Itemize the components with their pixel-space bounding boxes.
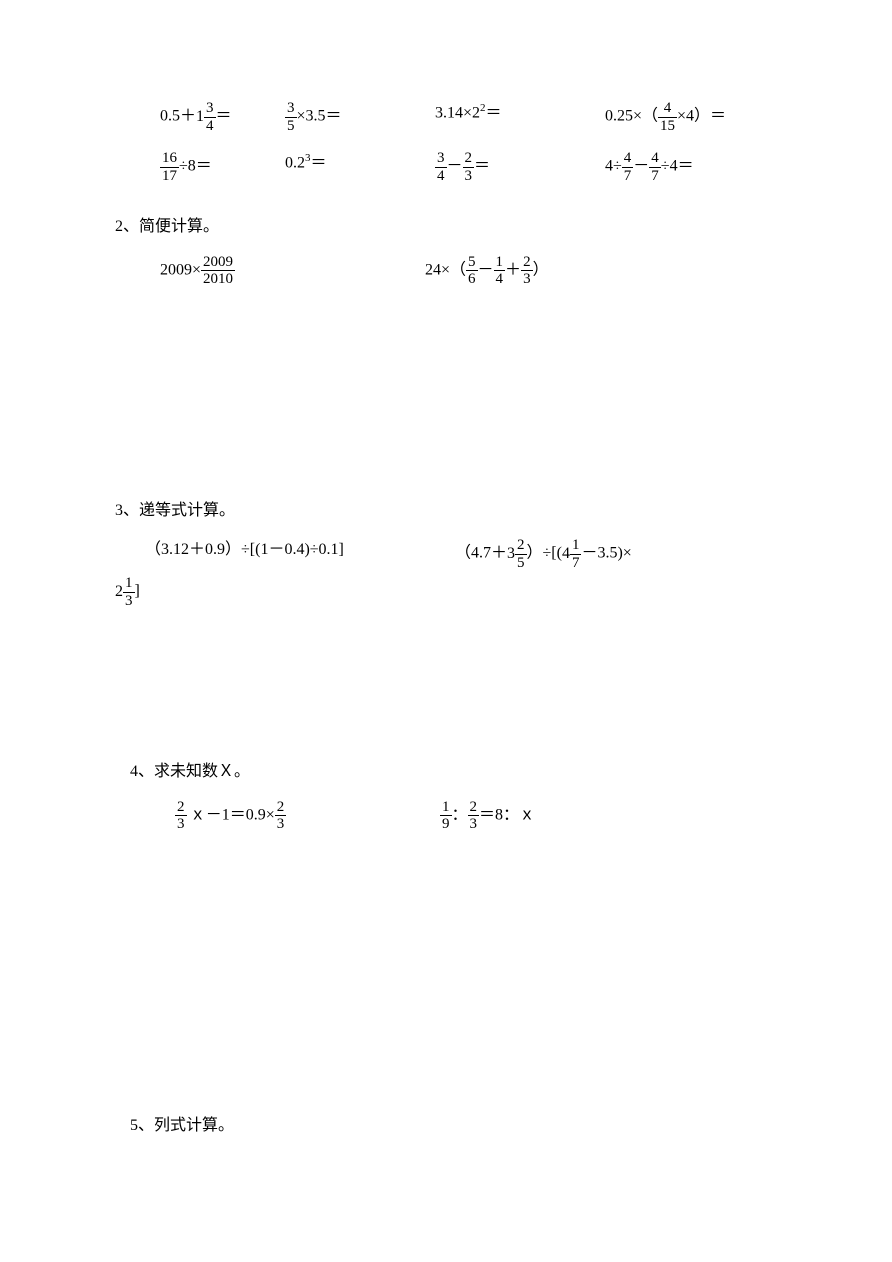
expr-2d: 4÷47－47÷4＝ <box>605 150 694 184</box>
expr-1a: 0.5＋134＝ <box>115 100 285 134</box>
expr-2a: 1617÷8＝ <box>115 150 285 184</box>
expr-s3b: （4.7＋325）÷[(417－3.5)× <box>455 537 632 571</box>
expr-s4b: 19：23＝8：ｘ <box>440 799 777 833</box>
expr-1b: 35×3.5＝ <box>285 100 435 134</box>
expr-s2b: 24×（56－14＋23） <box>425 254 777 288</box>
expr-s2a: 2009×20092010 <box>115 254 425 288</box>
section-2-title: 2、简便计算。 <box>115 214 777 240</box>
expr-s3b-wrap: 213] <box>115 575 777 609</box>
expr-s3a: （3.12＋0.9）÷[(1－0.4)÷0.1] <box>115 537 455 571</box>
expr-1d: 0.25×（415×4）＝ <box>605 100 726 134</box>
expr-2b: 0.23＝ <box>285 150 435 184</box>
section-4-title: 4、求未知数Ｘ。 <box>130 759 777 785</box>
section-5-title: 5、列式计算。 <box>130 1113 777 1139</box>
expr-1c: 3.14×22＝ <box>435 100 605 134</box>
expr-s4a: 23ｘ－1＝0.9×23 <box>130 799 440 833</box>
expr-2c: 34－23＝ <box>435 150 605 184</box>
section-3-title: 3、递等式计算。 <box>115 498 777 524</box>
